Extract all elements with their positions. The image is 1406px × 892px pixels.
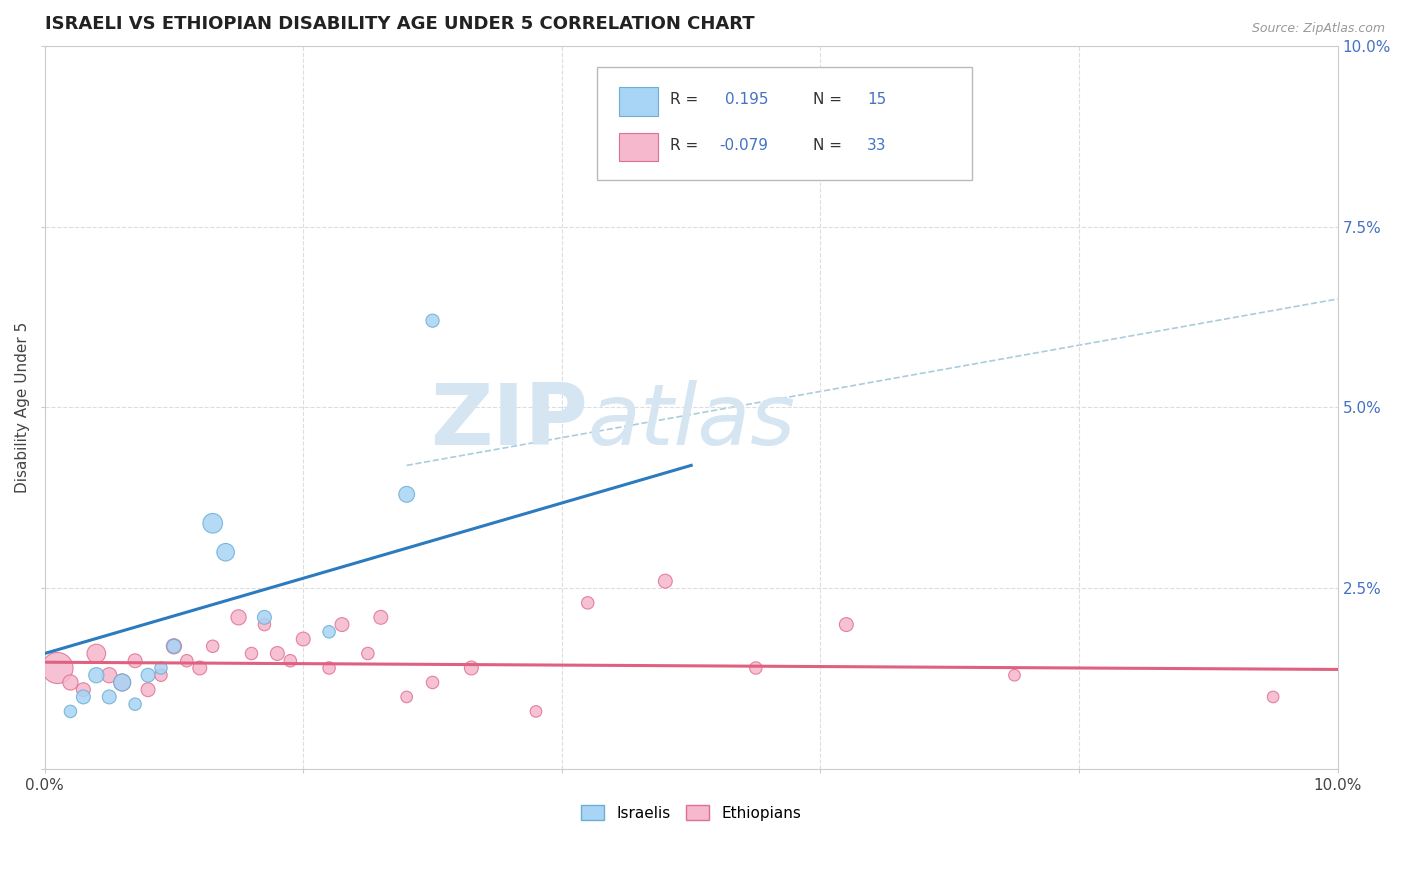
Point [111, 675, 134, 690]
Point [745, 661, 768, 675]
Point [422, 675, 444, 690]
Point [98, 690, 121, 704]
Point [163, 640, 186, 654]
Point [460, 661, 482, 675]
Point [201, 640, 224, 654]
FancyBboxPatch shape [619, 133, 658, 161]
Point [124, 697, 146, 711]
Point [240, 647, 263, 661]
Point [98, 668, 121, 682]
Point [228, 610, 250, 624]
Point [149, 661, 172, 675]
Text: N =: N = [813, 138, 846, 153]
Point [576, 596, 599, 610]
FancyBboxPatch shape [619, 87, 658, 116]
Point [395, 487, 418, 501]
Text: R =: R = [671, 93, 703, 107]
Point [253, 610, 276, 624]
Point [253, 617, 276, 632]
Point [292, 632, 315, 646]
Point [654, 574, 676, 589]
Point [357, 647, 380, 661]
Text: 33: 33 [868, 138, 887, 153]
Point [330, 617, 353, 632]
Point [136, 682, 159, 697]
Point [318, 661, 340, 675]
Point [111, 675, 134, 690]
Point [46, 661, 69, 675]
Point [84, 668, 107, 682]
Point [318, 624, 340, 639]
Point [59, 705, 82, 719]
Point [72, 682, 94, 697]
Point [422, 313, 444, 327]
FancyBboxPatch shape [596, 68, 972, 179]
Text: ISRAELI VS ETHIOPIAN DISABILITY AGE UNDER 5 CORRELATION CHART: ISRAELI VS ETHIOPIAN DISABILITY AGE UNDE… [45, 15, 754, 33]
Text: ZIP: ZIP [430, 381, 588, 464]
Point [176, 654, 198, 668]
Point [370, 610, 392, 624]
Point [136, 668, 159, 682]
Point [1004, 668, 1026, 682]
Legend: Israelis, Ethiopians: Israelis, Ethiopians [575, 798, 807, 827]
Point [72, 690, 94, 704]
Point [266, 647, 288, 661]
Text: R =: R = [671, 138, 703, 153]
Point [524, 705, 547, 719]
Text: 0.195: 0.195 [725, 93, 768, 107]
Text: 15: 15 [868, 93, 886, 107]
Text: Source: ZipAtlas.com: Source: ZipAtlas.com [1251, 22, 1385, 36]
Text: -0.079: -0.079 [720, 138, 769, 153]
Point [124, 654, 146, 668]
Point [1261, 690, 1284, 704]
Point [214, 545, 236, 559]
Point [84, 647, 107, 661]
Text: N =: N = [813, 93, 846, 107]
Point [835, 617, 858, 632]
Text: atlas: atlas [588, 381, 796, 464]
Point [188, 661, 211, 675]
Point [278, 654, 301, 668]
Point [149, 668, 172, 682]
Point [201, 516, 224, 531]
Point [395, 690, 418, 704]
Y-axis label: Disability Age Under 5: Disability Age Under 5 [15, 322, 30, 493]
Point [163, 640, 186, 654]
Point [59, 675, 82, 690]
